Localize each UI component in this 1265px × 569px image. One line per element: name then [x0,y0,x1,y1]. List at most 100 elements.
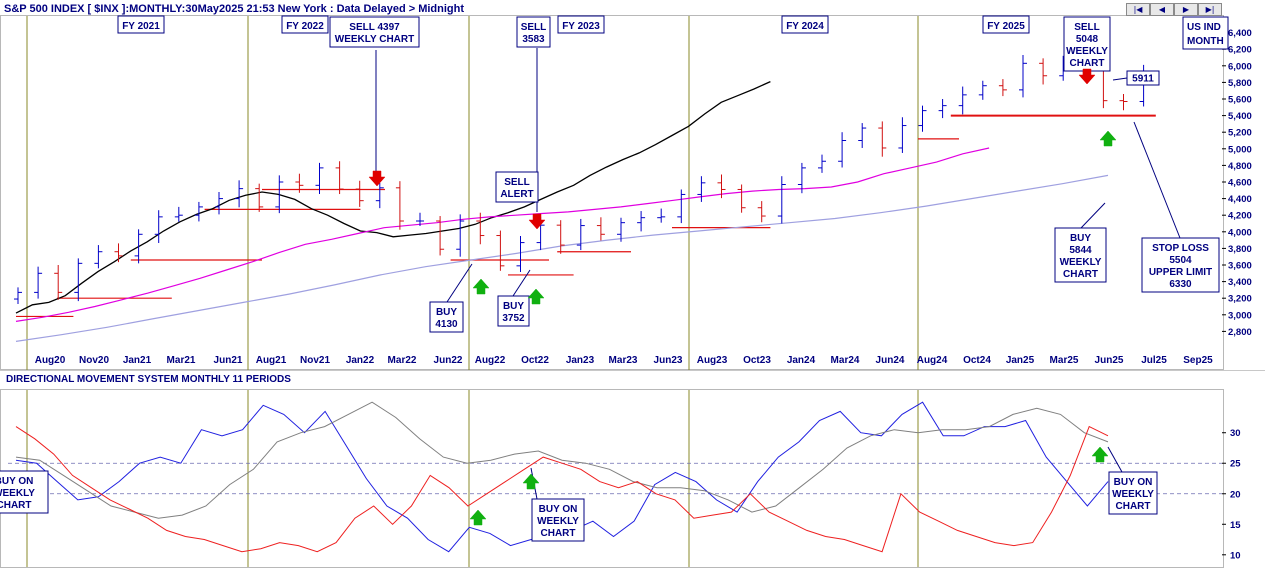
buy-on-weekly-left-label: WEEKLY [0,488,35,499]
price-tag-label: 5911 [1132,74,1154,85]
y-tick-label: 6,200 [1228,45,1252,56]
moving-average-line [15,81,771,314]
buy-on-weekly-left-label: BUY ON [0,476,33,487]
dms-series-line [15,425,1109,553]
buy-5844-annotation-label: CHART [1063,269,1098,280]
x-tick-label: Mar24 [831,355,860,366]
x-tick-label: Jan21 [123,355,152,366]
annotation-connector [1133,121,1181,239]
buy-on-weekly-right-label: CHART [1116,501,1151,512]
dms-y-tick-label: 20 [1230,489,1241,500]
x-tick-label: Oct22 [521,355,549,366]
x-tick-label: Mar21 [167,355,196,366]
dms-y-tick-label: 10 [1230,550,1241,561]
annotation-connector [446,263,473,303]
buy-on-weekly-mid-box [531,498,585,542]
stop-loss-annotation-label: UPPER LIMIT [1149,267,1212,278]
y-tick-label: 5,600 [1228,95,1252,106]
x-tick-label: Jan24 [787,355,816,366]
x-tick-label: Jan23 [566,355,595,366]
buy-on-weekly-mid-label: CHART [541,528,576,539]
annotation-connector [1112,77,1128,81]
price-panel-frame [0,15,1224,370]
fy-label: FY 2022 [286,21,324,32]
stop-loss-annotation-label: 6330 [1169,279,1192,290]
y-tick-label: 3,800 [1228,244,1252,255]
dms-series-line [15,401,1109,519]
buy-arrow-icon [527,288,545,305]
buy-5844-annotation-label: WEEKLY [1060,257,1102,268]
x-tick-label: Jun22 [434,355,463,366]
x-tick-label: Oct24 [963,355,991,366]
y-tick-label: 4,200 [1228,211,1252,222]
y-tick-label: 3,000 [1228,310,1252,321]
y-tick-label: 6,000 [1228,61,1252,72]
sell-5048-annotation-box [1063,16,1111,72]
nav-prev-button[interactable]: ◀ [1150,3,1174,16]
buy-4130-annotation-box [429,301,464,333]
symbol-box [1182,16,1229,50]
buy-arrow-icon [1099,130,1117,147]
stop-loss-annotation-box [1141,237,1220,293]
y-tick-label: 3,400 [1228,277,1252,288]
buy-on-weekly-right-box [1108,471,1158,515]
x-tick-label: Jan25 [1006,355,1035,366]
x-tick-label: Aug21 [256,355,287,366]
buy-arrow-icon [472,278,490,295]
buy-3752-annotation-label: 3752 [502,313,525,324]
x-tick-label: Oct23 [743,355,771,366]
y-tick-label: 4,800 [1228,161,1252,172]
nav-next-button[interactable]: ▶ [1174,3,1198,16]
moving-average-line [15,147,990,322]
fy-label-box [117,15,165,34]
buy-5844-annotation-label: BUY [1070,233,1091,244]
nav-last-button[interactable]: ▶| [1198,3,1222,16]
dms-y-tick-label: 15 [1230,520,1241,531]
y-tick-label: 5,800 [1228,78,1252,89]
buy-4130-annotation-label: 4130 [435,319,458,330]
annotation-connector [512,269,531,297]
symbol-box-label: MONTH [1187,36,1224,47]
sell-alert-annotation-label: SELL [504,177,530,188]
x-tick-label: Aug24 [917,355,948,366]
stop-loss-annotation-label: STOP LOSS [1152,243,1209,254]
x-tick-label: Nov20 [79,355,109,366]
y-tick-label: 4,400 [1228,194,1252,205]
fy-label-box [982,15,1030,34]
x-tick-label: Mar25 [1050,355,1079,366]
x-tick-label: Jun21 [214,355,243,366]
sell-weekly-annotation-label: WEEKLY CHART [335,34,414,45]
sell-5048-annotation-label: SELL [1074,22,1100,33]
dms-panel-frame [0,389,1224,568]
y-tick-label: 3,600 [1228,261,1252,272]
dms-y-tick-label: 30 [1230,428,1241,439]
y-tick-label: 4,000 [1228,227,1252,238]
annotation-connector [1107,446,1123,473]
buy-5844-annotation-box [1054,227,1107,283]
indicator-title: DIRECTIONAL MOVEMENT SYSTEM MONTHLY 11 P… [6,374,291,385]
buy-on-weekly-right-label: WEEKLY [1112,489,1154,500]
buy-3752-annotation-box [497,295,530,327]
fy-label: FY 2023 [562,21,600,32]
x-tick-label: Aug20 [35,355,66,366]
x-tick-label: Mar23 [609,355,638,366]
nav-first-button[interactable]: |◀ [1126,3,1150,16]
dms-buy-arrow-icon [522,473,540,490]
sell-3583-annotation-label: 3583 [522,34,545,45]
buy-on-weekly-mid-label: WEEKLY [537,516,579,527]
y-tick-label: 4,600 [1228,178,1252,189]
x-tick-label: Jun23 [654,355,683,366]
sell-3583-annotation-label: SELL [521,22,547,33]
moving-average-line [15,174,1109,342]
fy-label-box [781,15,829,34]
x-tick-label: Jun25 [1095,355,1124,366]
buy-3752-annotation-label: BUY [503,301,524,312]
x-tick-label: Jul25 [1141,355,1167,366]
chart-title: S&P 500 INDEX [ $INX ]:MONTHLY:30May2025… [4,3,465,15]
y-tick-label: 5,400 [1228,111,1252,122]
dms-buy-arrow-icon [469,509,487,526]
x-tick-label: Jun24 [876,355,905,366]
fy-label-box [281,15,329,34]
